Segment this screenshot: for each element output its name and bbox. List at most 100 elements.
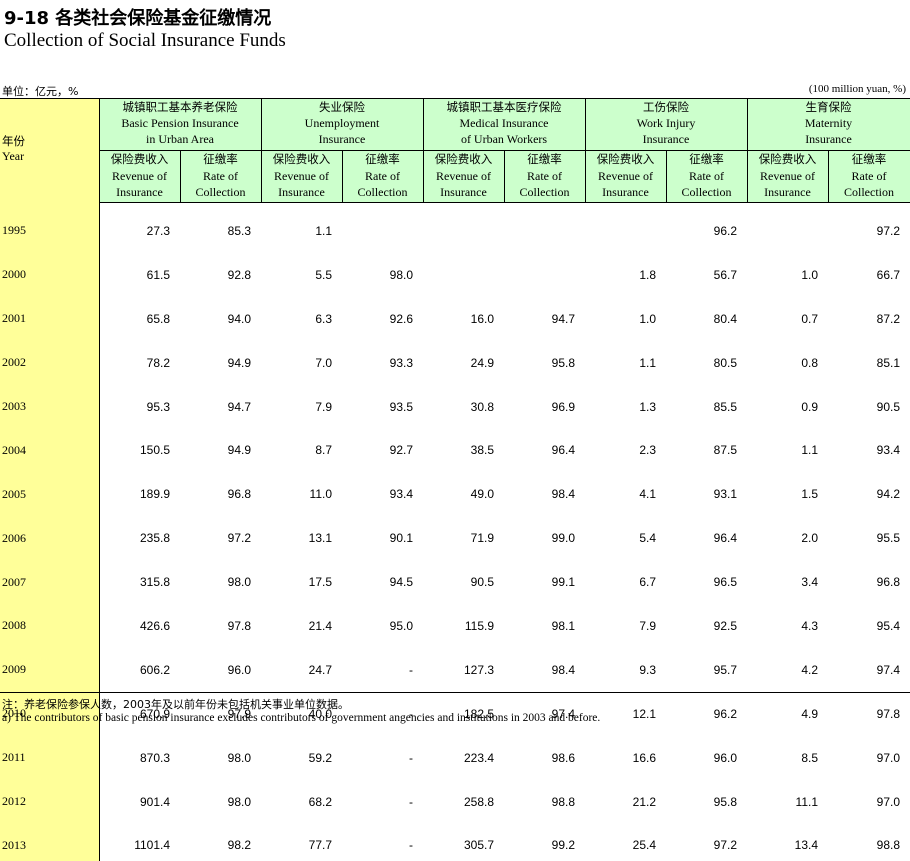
value-cell: 16.6 — [632, 750, 656, 765]
group-header: 失业保险 Unemployment Insurance — [261, 98, 424, 151]
subheader-en2: Insurance — [602, 185, 649, 199]
subheader-en1: Revenue of — [274, 168, 329, 183]
value-cell: 97.0 — [876, 794, 901, 809]
value-cell: 97.8 — [227, 618, 251, 633]
value-cell: 4.1 — [639, 487, 656, 502]
value-cell: 97.9 — [227, 706, 251, 721]
value-cell: 71.9 — [470, 531, 494, 546]
value-cell: 94.2 — [876, 487, 901, 502]
subheader-en2: Collection — [519, 185, 570, 199]
value-cell: 87.2 — [876, 311, 901, 326]
value-cell: 40.0 — [308, 706, 332, 721]
value-cell — [747, 203, 828, 247]
revenue-subheader: 保险费收入 Revenue of Insurance — [99, 150, 181, 203]
group-header-en2: Insurance — [805, 132, 852, 146]
value-cell: 1.1 — [639, 355, 656, 370]
subheader-en2: Collection — [195, 185, 246, 199]
revenue-subheader: 保险费收入 Revenue of Insurance — [747, 150, 829, 203]
value-cell: 30.8 — [470, 399, 494, 414]
revenue-subheader: 保险费收入 Revenue of Insurance — [585, 150, 667, 203]
subheader-en1: Revenue of — [436, 168, 491, 183]
value-cell: 426.6 — [139, 618, 170, 633]
value-cell: 68.2 — [308, 794, 332, 809]
table-row: 2011 870.3 98.0 59.2 - 223.4 98.6 16.6 96.0 8.5 97… — [0, 729, 910, 774]
value-cell: 94.7 — [551, 311, 575, 326]
rate-subheader: 征缴率 Rate of Collection — [504, 150, 586, 203]
subheader-cn: 征缴率 — [851, 152, 887, 166]
subheader-cn: 征缴率 — [527, 152, 562, 166]
subheader-en2: Insurance — [764, 185, 811, 199]
value-cell: 66.7 — [876, 267, 901, 282]
value-cell: 6.3 — [315, 311, 332, 326]
value-cell — [423, 247, 504, 291]
subheader-en2: Insurance — [278, 185, 325, 199]
value-cell: 97.4 — [551, 706, 575, 721]
subheader-en1: Rate of — [527, 168, 562, 183]
value-cell: 258.8 — [463, 794, 494, 809]
value-cell: 94.9 — [227, 443, 251, 458]
value-cell: 98.0 — [389, 267, 413, 282]
unit-label-en: (100 million yuan, %) — [808, 83, 906, 95]
value-cell: 99.1 — [551, 575, 575, 590]
value-cell: 38.5 — [470, 443, 494, 458]
group-header-en2: of Urban Workers — [460, 132, 548, 146]
group-header-en1: Medical Insurance — [459, 116, 549, 130]
year-cell: 1995 — [0, 202, 100, 247]
value-cell: 96.8 — [876, 575, 901, 590]
value-cell: 98.0 — [227, 575, 251, 590]
value-cell: 189.9 — [139, 487, 170, 502]
value-cell: 94.0 — [227, 311, 251, 326]
table-row: 2004 150.5 94.9 8.7 92.7 38.5 96.4 2.3 87.5 1.1 93… — [0, 422, 910, 467]
value-cell: - — [409, 794, 413, 809]
value-cell: 5.4 — [639, 531, 656, 546]
value-cell: 95.5 — [876, 531, 901, 546]
value-cell: 96.2 — [713, 706, 737, 721]
year-cell: 2000 — [0, 246, 100, 291]
value-cell: 235.8 — [139, 531, 170, 546]
subheader-en2: Insurance — [116, 185, 163, 199]
value-cell: 94.5 — [389, 575, 413, 590]
value-cell: 95.8 — [551, 355, 575, 370]
value-cell: 2.3 — [639, 443, 656, 458]
value-cell: 93.4 — [389, 487, 413, 502]
group-header-en1: Maternity — [804, 116, 853, 130]
table-row: 2003 95.3 94.7 7.9 93.5 30.8 96.9 1.3 85.5 0.9 90.… — [0, 378, 910, 423]
value-cell: 93.4 — [876, 443, 901, 458]
subheader-cn: 保险费收入 — [434, 152, 493, 166]
value-cell: 27.3 — [146, 223, 170, 238]
value-cell: 97.4 — [876, 662, 901, 677]
group-header: 工伤保险 Work Injury Insurance — [585, 98, 748, 151]
subheader-cn: 保险费收入 — [110, 152, 169, 166]
table-row: 2001 65.8 94.0 6.3 92.6 16.0 94.7 1.0 80.4 0.7 87.… — [0, 290, 910, 335]
value-cell: 93.5 — [389, 399, 413, 414]
value-cell: 98.8 — [876, 838, 901, 853]
table-row: 2002 78.2 94.9 7.0 93.3 24.9 95.8 1.1 80.5 0.8 85.… — [0, 334, 910, 379]
value-cell: 98.1 — [551, 618, 575, 633]
group-header-en1: Work Injury — [636, 116, 696, 130]
subheader-en1: Revenue of — [760, 168, 815, 183]
value-cell: 182.5 — [463, 706, 494, 721]
subheader-cn: 征缴率 — [365, 152, 400, 166]
value-cell: 85.3 — [227, 223, 251, 238]
value-cell: 96.4 — [551, 443, 575, 458]
value-cell — [504, 247, 585, 291]
page-title-cn: 9-18 各类社会保险基金征缴情况 — [4, 8, 272, 29]
rate-subheader: 征缴率 Rate of Collection — [342, 150, 424, 203]
group-header-en2: Insurance — [642, 132, 690, 146]
value-cell: 95.4 — [876, 618, 901, 633]
value-cell: 96.8 — [227, 487, 251, 502]
subheader-cn: 保险费收入 — [596, 152, 655, 166]
group-header-cn: 城镇职工基本医疗保险 — [446, 100, 562, 114]
year-cell: 2010 — [0, 685, 100, 730]
value-cell: 92.6 — [389, 311, 413, 326]
value-cell: 80.5 — [713, 355, 737, 370]
value-cell — [423, 203, 504, 247]
revenue-subheader: 保险费收入 Revenue of Insurance — [261, 150, 343, 203]
value-cell: 90.5 — [876, 399, 901, 414]
value-cell: 56.7 — [713, 267, 737, 282]
value-cell: 16.0 — [470, 311, 494, 326]
year-header-en: Year — [2, 149, 25, 163]
value-cell: 99.0 — [551, 531, 575, 546]
value-cell: - — [409, 838, 413, 853]
value-cell: 99.2 — [551, 838, 575, 853]
